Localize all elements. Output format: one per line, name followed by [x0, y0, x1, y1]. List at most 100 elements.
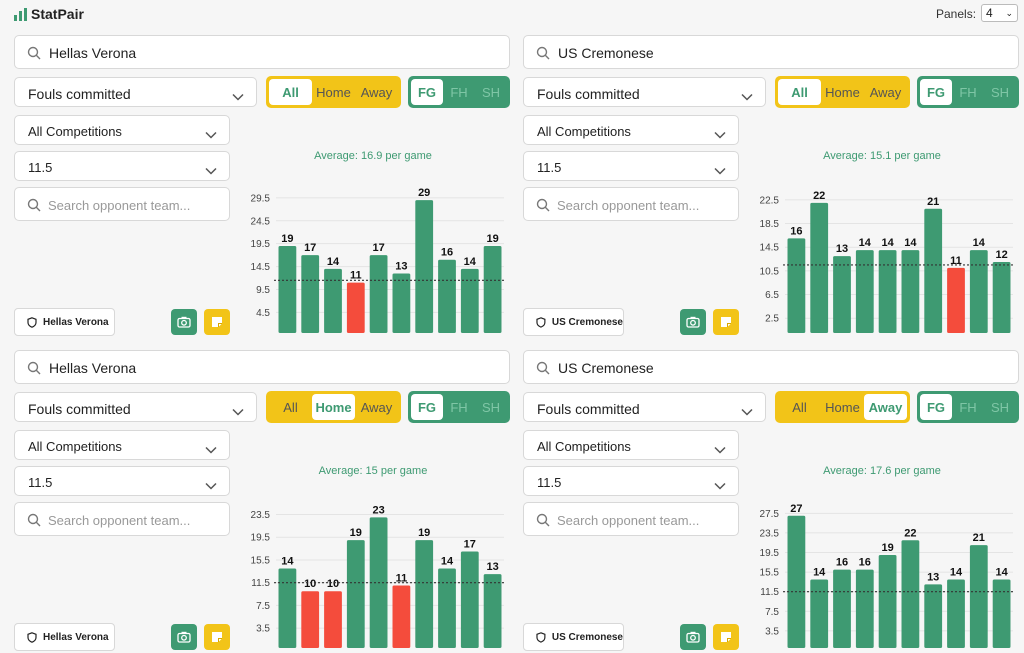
half-option-fh[interactable]: FH [959, 84, 977, 100]
half-option-sh[interactable]: SH [990, 399, 1010, 415]
opponent-search-input[interactable]: Search opponent team... [523, 187, 739, 221]
line-select[interactable]: 11.5 [14, 466, 230, 496]
location-option-away[interactable]: Away [360, 84, 393, 100]
half-option-fg[interactable]: FG [920, 79, 952, 105]
chart-bar[interactable] [787, 515, 806, 648]
chart-bar[interactable] [878, 250, 897, 333]
note-button[interactable] [204, 624, 230, 650]
stat-select[interactable]: Fouls committed [14, 77, 257, 107]
half-option-fg[interactable]: FG [920, 394, 952, 420]
location-option-all[interactable]: All [778, 79, 821, 105]
team-search-input[interactable]: Hellas Verona [14, 35, 510, 69]
note-button[interactable] [204, 309, 230, 335]
y-tick-label: 14.5 [760, 243, 780, 254]
half-option-fg[interactable]: FG [411, 394, 443, 420]
half-option-fh[interactable]: FH [450, 84, 468, 100]
half-option-sh[interactable]: SH [990, 84, 1010, 100]
stat-select-value: Fouls committed [28, 86, 131, 102]
note-button[interactable] [713, 624, 739, 650]
half-option-fh[interactable]: FH [959, 399, 977, 415]
competition-select[interactable]: All Competitions [14, 430, 230, 460]
chart-bar[interactable] [438, 259, 456, 333]
line-select[interactable]: 11.5 [523, 466, 739, 496]
chart-bar[interactable] [969, 545, 988, 648]
location-option-all[interactable]: All [792, 399, 807, 415]
chart-bar[interactable] [483, 245, 502, 333]
team-search-input[interactable]: US Cremonese [523, 35, 1019, 69]
chart-bar[interactable] [415, 200, 434, 333]
team-search-input[interactable]: US Cremonese [523, 350, 1019, 384]
chart-bar[interactable] [278, 568, 297, 648]
chart-bar[interactable] [324, 591, 342, 648]
opponent-search-input[interactable]: Search opponent team... [14, 502, 230, 536]
chart-bar[interactable] [787, 238, 806, 333]
chart-bar[interactable] [901, 250, 920, 333]
opponent-search-input[interactable]: Search opponent team... [523, 502, 739, 536]
chart-bar[interactable] [969, 250, 988, 333]
chart-bar[interactable] [392, 585, 411, 648]
team-badge[interactable]: US Cremonese [523, 308, 624, 336]
half-option-fh[interactable]: FH [450, 399, 468, 415]
team-badge[interactable]: Hellas Verona [14, 308, 115, 336]
chart-bar[interactable] [369, 255, 388, 333]
chart-bar[interactable] [460, 268, 479, 333]
team-badge[interactable]: US Cremonese [523, 623, 624, 651]
chart-bar[interactable] [833, 256, 851, 333]
chart-bar[interactable] [855, 250, 874, 333]
chart-bar[interactable] [924, 584, 943, 648]
chart-bar[interactable] [878, 554, 897, 648]
location-option-away[interactable]: Away [360, 399, 393, 415]
chart-bar[interactable] [947, 267, 965, 333]
chart-bar[interactable] [301, 591, 320, 648]
chart-bar[interactable] [346, 540, 365, 648]
competition-select[interactable]: All Competitions [14, 115, 230, 145]
location-option-home[interactable]: Home [316, 84, 351, 100]
location-option-away[interactable]: Away [869, 84, 902, 100]
chart-bar[interactable] [901, 540, 920, 648]
opponent-search-input[interactable]: Search opponent team... [14, 187, 230, 221]
team-badge[interactable]: Hellas Verona [14, 623, 115, 651]
team-search-input[interactable]: Hellas Verona [14, 350, 510, 384]
location-option-all[interactable]: All [283, 399, 298, 415]
half-option-fg[interactable]: FG [411, 79, 443, 105]
stat-select[interactable]: Fouls committed [523, 392, 766, 422]
chart-bar[interactable] [438, 568, 456, 648]
line-select[interactable]: 11.5 [14, 151, 230, 181]
competition-select[interactable]: All Competitions [523, 430, 739, 460]
chart-bar[interactable] [324, 268, 342, 333]
screenshot-button[interactable] [680, 624, 706, 650]
chart-bar[interactable] [947, 579, 965, 648]
chart-bar[interactable] [992, 579, 1011, 648]
chart-bar[interactable] [483, 574, 502, 648]
chart-bar[interactable] [392, 273, 411, 333]
location-option-home[interactable]: Home [825, 84, 860, 100]
screenshot-button[interactable] [680, 309, 706, 335]
chart-bar[interactable] [415, 540, 434, 648]
location-option-away[interactable]: Away [864, 394, 907, 420]
stat-select[interactable]: Fouls committed [523, 77, 766, 107]
chart-bar[interactable] [855, 569, 874, 648]
chart-bar[interactable] [460, 551, 479, 648]
chart-bar[interactable] [992, 262, 1011, 333]
half-option-sh[interactable]: SH [481, 399, 501, 415]
chart-bar[interactable] [810, 202, 829, 333]
app-logo[interactable]: StatPair [14, 6, 84, 22]
chart-bar[interactable] [810, 579, 829, 648]
chart-bar[interactable] [301, 255, 320, 333]
half-option-sh[interactable]: SH [481, 84, 501, 100]
chart-bar[interactable] [924, 208, 943, 333]
competition-select[interactable]: All Competitions [523, 115, 739, 145]
chart-bar[interactable] [278, 245, 297, 333]
line-select[interactable]: 11.5 [523, 151, 739, 181]
location-option-all[interactable]: All [269, 79, 312, 105]
location-option-home[interactable]: Home [825, 399, 860, 415]
chart-bar[interactable] [833, 569, 851, 648]
stat-select[interactable]: Fouls committed [14, 392, 257, 422]
chart-bar[interactable] [346, 282, 365, 333]
screenshot-button[interactable] [171, 624, 197, 650]
screenshot-button[interactable] [171, 309, 197, 335]
note-button[interactable] [713, 309, 739, 335]
panels-label: Panels: [936, 7, 977, 21]
location-option-home[interactable]: Home [312, 394, 355, 420]
panels-count-select[interactable]: 4 ⌄ [981, 4, 1018, 22]
